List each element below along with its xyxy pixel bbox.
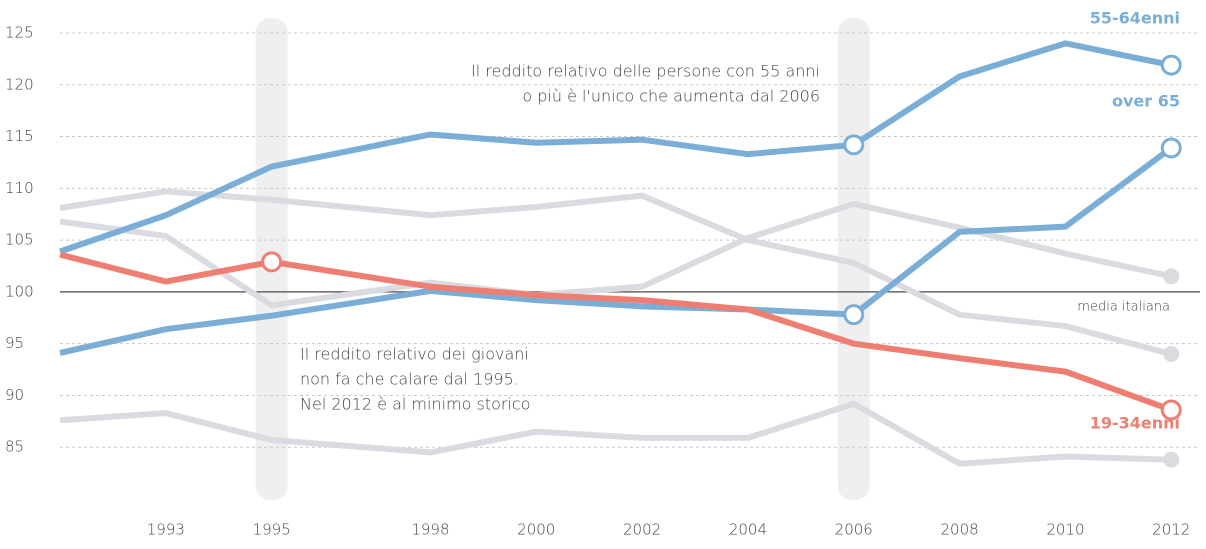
point-marker [1160,399,1182,421]
series-label: 19-34enni [1090,413,1180,432]
x-tick-label: 1995 [253,521,291,539]
x-tick-label: 1998 [411,521,449,539]
series-line [59,188,1173,357]
x-tick-label: 2002 [623,521,661,539]
annotation: o più è l'unico che aumenta dal 2006 [522,87,820,106]
point-marker [843,134,865,156]
x-tick-label: 2012 [1152,521,1190,539]
series-line [59,145,1174,356]
annotation: Il reddito relativo delle persone con 55… [471,62,820,81]
series-label: over 65 [1112,91,1180,110]
annotation: non fa che calare dal 1995. [300,370,519,389]
point-marker [843,304,865,326]
point-marker [261,251,283,273]
x-tick-label: 1993 [147,521,185,539]
x-tick-label: 2010 [1046,521,1084,539]
y-tick-label: 125 [5,24,34,42]
y-tick-label: 120 [5,75,34,93]
y-tick-label: 110 [5,179,34,197]
y-tick-label: 95 [5,334,24,352]
x-tick-label: 2000 [517,521,555,539]
point-marker [1160,137,1182,159]
y-tick-label: 85 [5,438,24,456]
y-tick-label: 100 [5,282,34,300]
series-line [59,400,1172,467]
series-label: 55-64enni [1090,9,1180,28]
reference-label: media italiana [1077,299,1170,314]
point-marker [1163,451,1180,468]
series-line [59,251,1173,413]
x-tick-label: 2004 [729,521,767,539]
x-tick-label: 2008 [940,521,978,539]
y-tick-label: 115 [5,127,34,145]
annotation: Nel 2012 è al minimo storico [300,395,531,414]
annotation: Il reddito relativo dei giovani [300,345,529,364]
y-tick-label: 90 [5,386,24,404]
point-marker [1163,268,1180,285]
point-marker [1160,54,1182,76]
series-line [59,200,1172,309]
y-tick-label: 105 [5,231,34,249]
point-marker [1163,346,1180,363]
series-line [59,40,1172,255]
x-tick-label: 2006 [835,521,873,539]
